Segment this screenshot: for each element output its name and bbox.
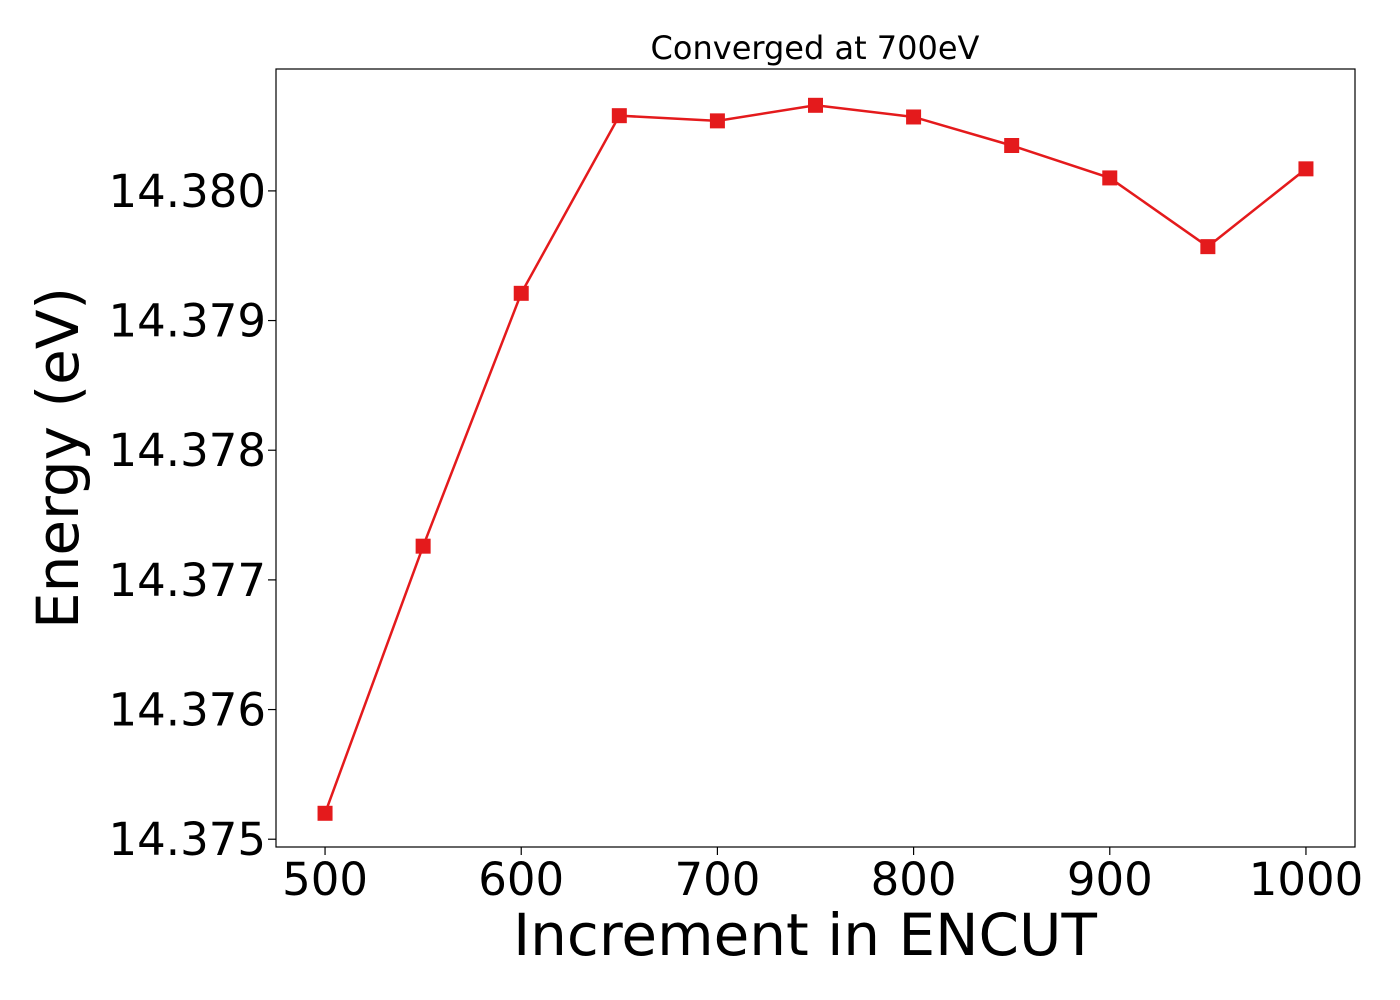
y-tick-label: 14.377 [109,554,266,607]
plot-area-frame [275,68,1356,848]
x-tick-label: 800 [871,853,957,906]
x-tick-label: 900 [1067,853,1153,906]
y-axis-title: Energy (eV) [24,287,92,629]
data-point-marker [611,108,627,124]
data-point-marker [513,285,529,301]
y-axis-ticks: 14.375 14.376 14.377 14.378 14.379 14.380 [109,165,276,866]
x-axis-title: Increment in ENCUT [513,901,1097,969]
data-point-marker [709,113,725,129]
y-tick-label: 14.379 [109,295,266,348]
data-point-marker [1004,138,1020,154]
y-tick-label: 14.375 [109,813,266,866]
data-point-marker [1298,161,1314,177]
chart-title: Converged at 700eV [651,29,980,67]
data-point-marker [415,538,431,554]
data-point-marker [1102,170,1118,186]
x-tick-label: 500 [282,853,368,906]
x-axis-ticks: 500 600 700 800 900 1000 [282,847,1363,906]
data-point-marker [1200,239,1216,255]
y-tick-label: 14.378 [109,424,266,477]
series-line [323,104,1307,814]
y-tick-label: 14.376 [109,684,266,737]
x-tick-label: 700 [674,853,760,906]
x-tick-label: 600 [478,853,564,906]
y-tick-label: 14.380 [109,165,266,218]
data-point-marker [906,109,922,125]
data-point-marker [808,97,823,113]
data-point-marker [317,805,333,821]
series-layer [317,97,1314,821]
x-tick-label: 1000 [1249,853,1364,906]
